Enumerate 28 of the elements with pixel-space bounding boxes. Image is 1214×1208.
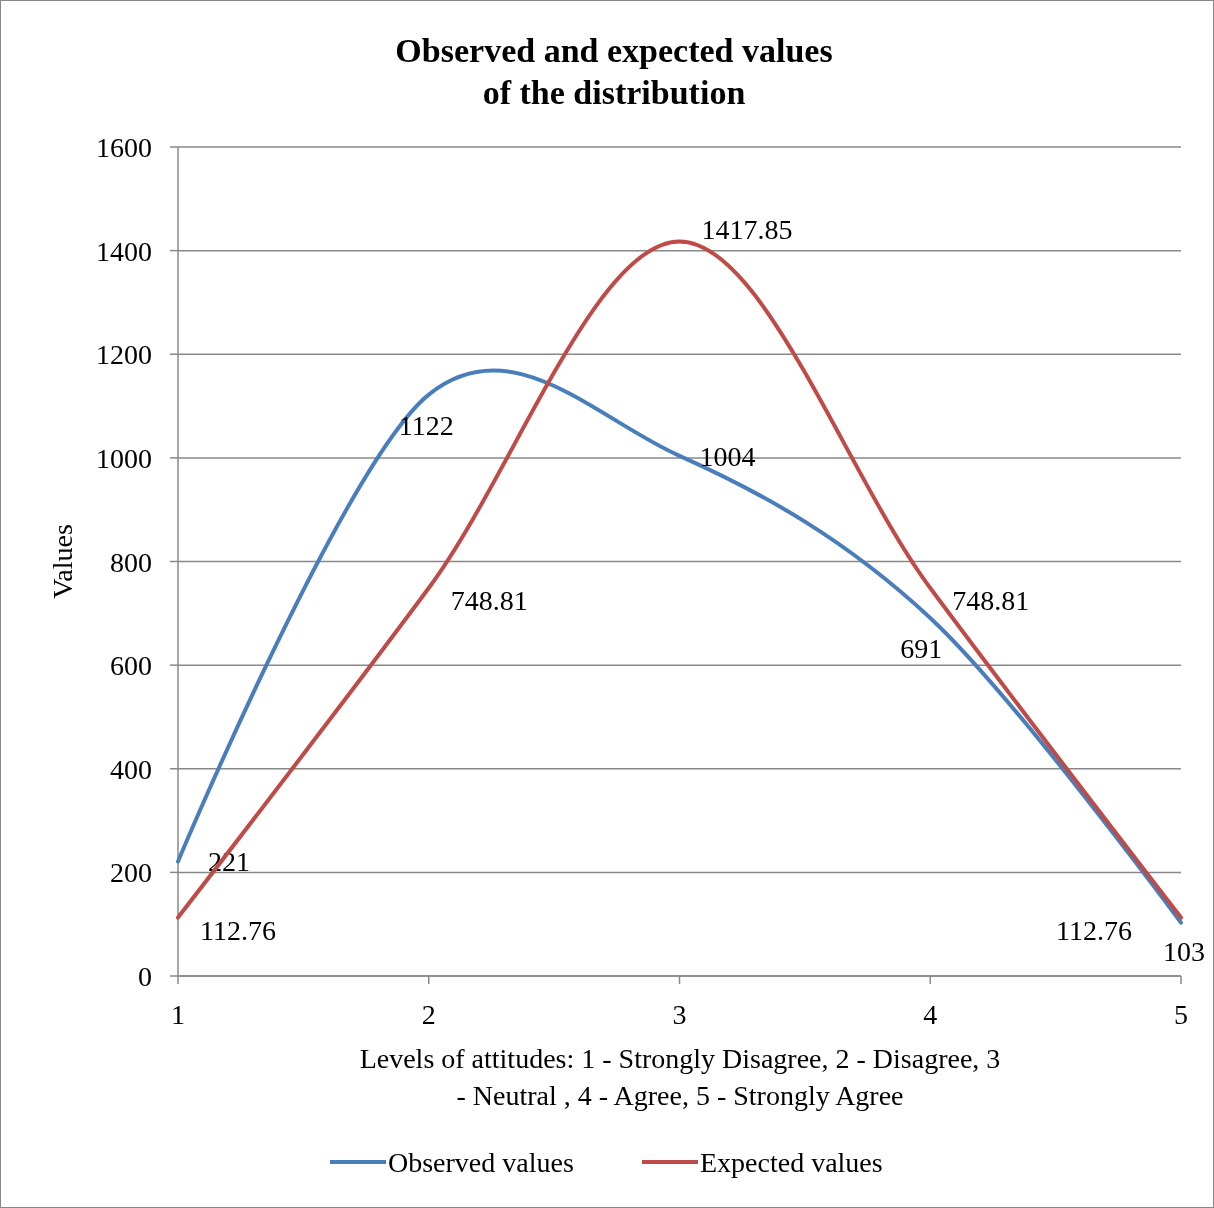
y-tick-label: 400 — [110, 753, 152, 785]
y-tick-label: 1200 — [96, 339, 152, 371]
data-label: 691 — [900, 632, 943, 664]
x-tick-label: 3 — [672, 999, 687, 1030]
legend-label: Expected values — [700, 1147, 883, 1178]
data-label: 112.76 — [1056, 914, 1132, 946]
data-label: 1122 — [398, 409, 454, 441]
data-label: 748.81 — [952, 585, 1030, 617]
y-tick-label: 200 — [110, 857, 152, 889]
y-tick-label: 600 — [110, 650, 152, 682]
y-tick-label: 800 — [110, 546, 152, 578]
data-label: 1417.85 — [701, 214, 793, 246]
data-label: 748.81 — [450, 585, 528, 617]
legend-label: Observed values — [388, 1147, 574, 1178]
y-tick-label: 1400 — [96, 235, 152, 267]
data-label: 112.76 — [200, 914, 276, 946]
y-tick-label: 1600 — [96, 132, 152, 163]
chart-title: Observed and expected values of the distribution — [395, 32, 833, 111]
y-tick-label: 1000 — [96, 442, 152, 474]
y-tick-label: 0 — [138, 961, 152, 992]
x-tick-label: 4 — [923, 999, 938, 1030]
x-tick-label: 1 — [171, 999, 185, 1030]
data-label: 1004 — [699, 440, 756, 472]
x-tick-label: 2 — [421, 999, 436, 1030]
y-axis-title: Values — [47, 524, 78, 599]
data-label: 103 — [1163, 935, 1205, 967]
x-axis-title: Levels of attitudes: 1 - Strongly Disagree, 2 - Disagree, 3 - Neutral , 4 - Agree, 5 - Strongly Agree — [359, 1043, 1001, 1111]
x-tick-label: 5 — [1174, 999, 1188, 1030]
